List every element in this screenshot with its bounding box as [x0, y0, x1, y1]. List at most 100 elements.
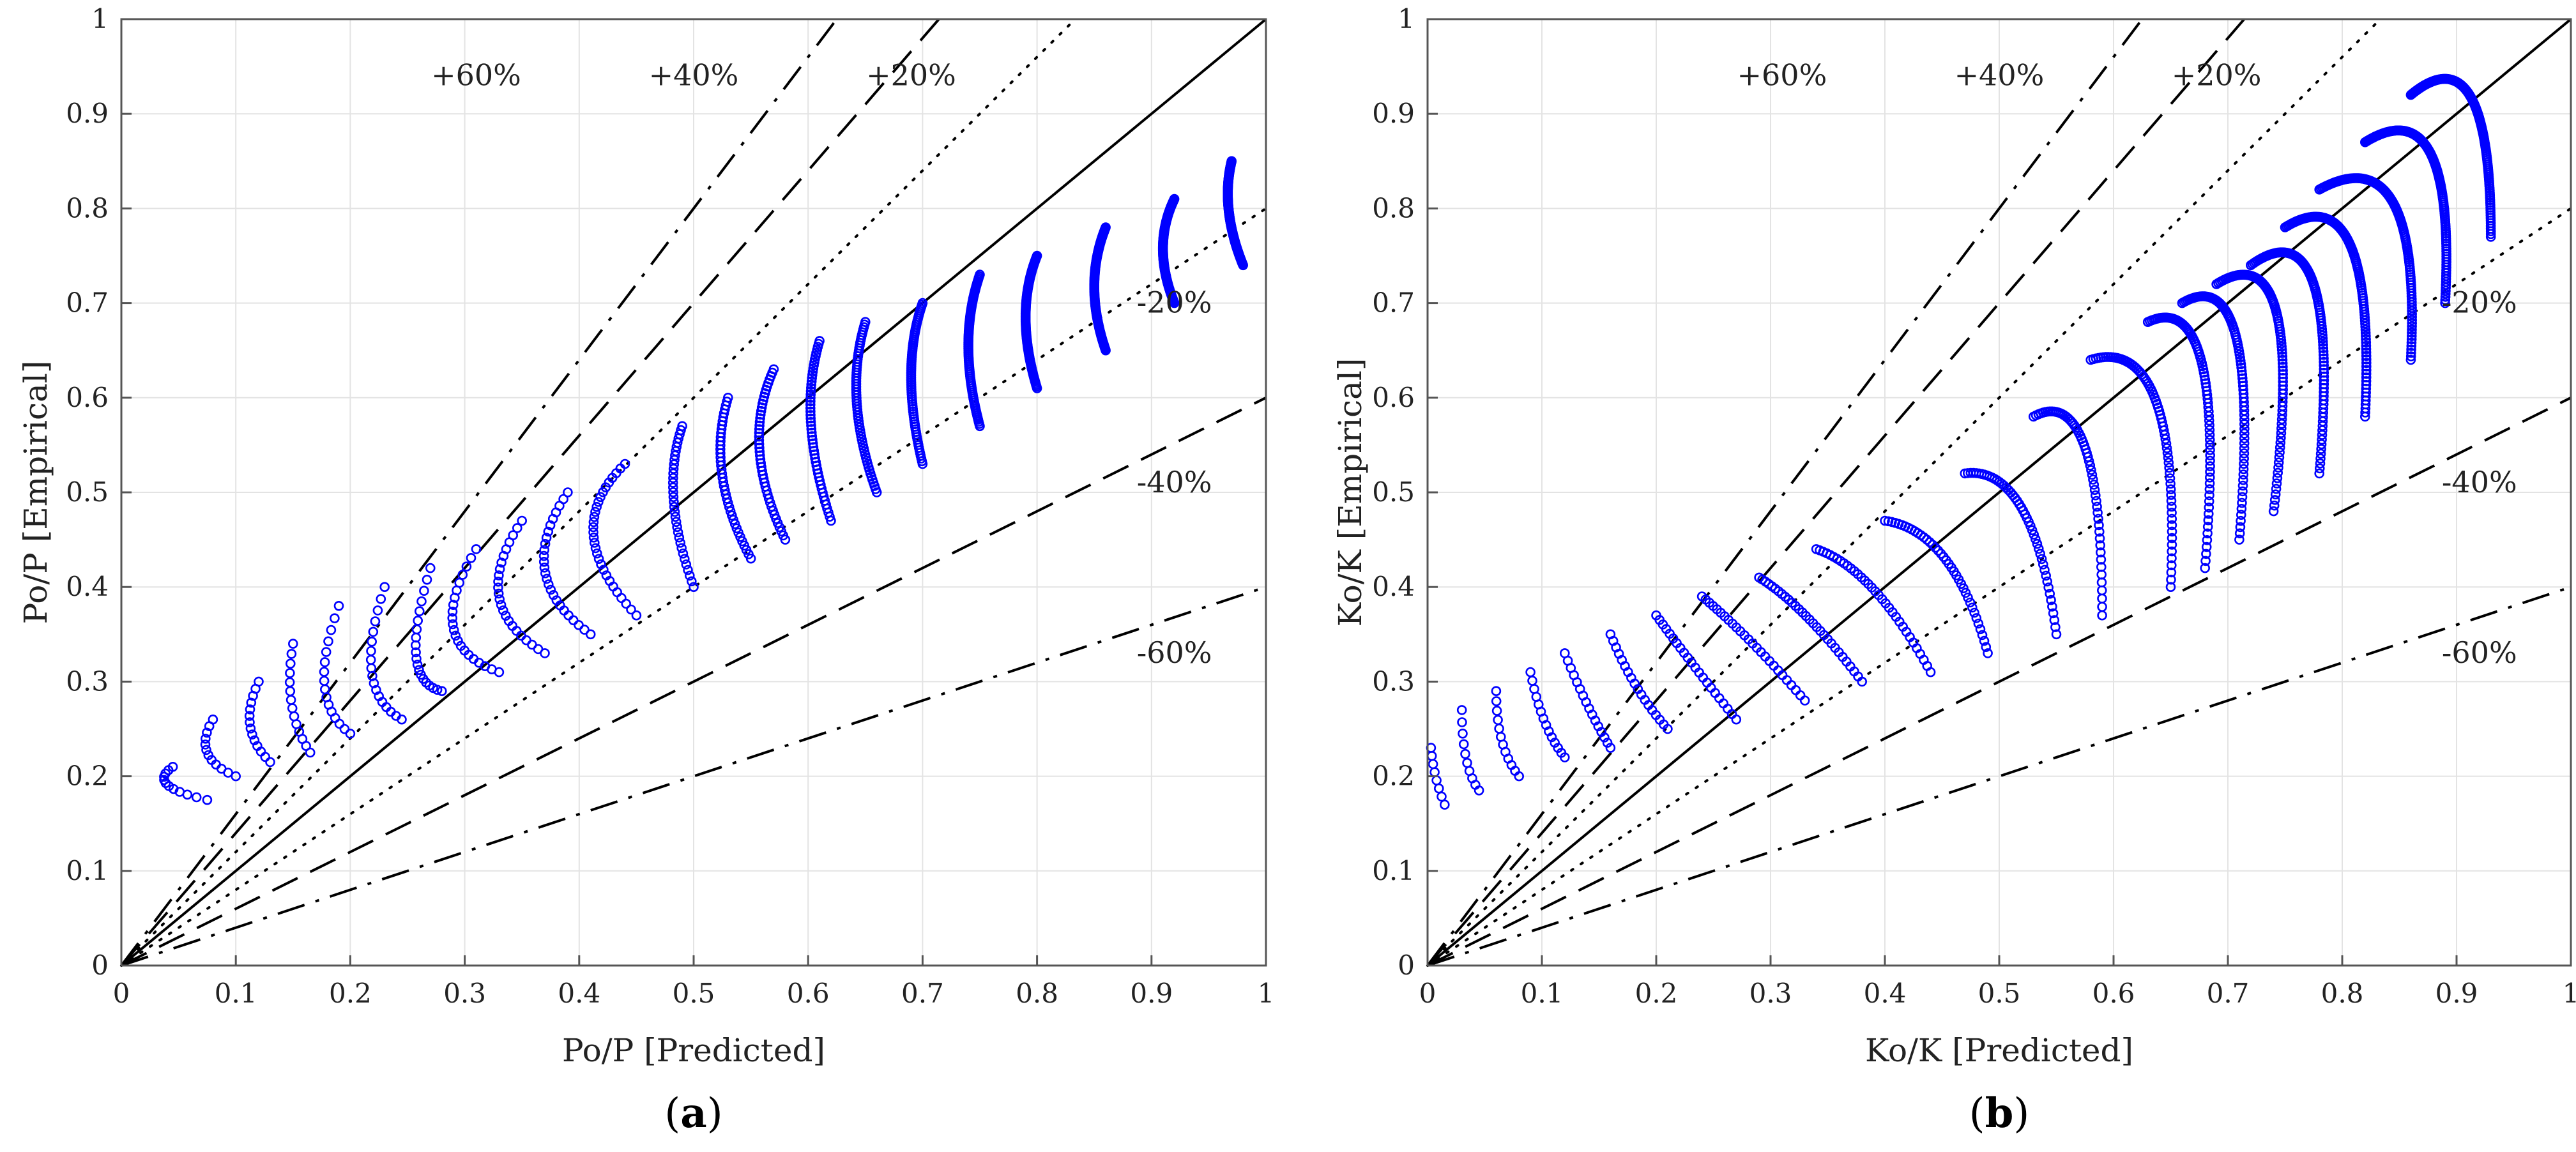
panel-a-label-minus40: -40% [1137, 465, 1212, 499]
panel-b-data-point [2050, 622, 2061, 632]
panel-b-label-plus40: +40% [1955, 58, 2045, 93]
panel-a-label-minus20: -20% [1137, 285, 1212, 319]
panel-b-data-point [2441, 289, 2451, 299]
panel-b-data-point [1973, 618, 1984, 629]
panel-b-data-point [2269, 500, 2280, 511]
panel-b-data-point [2205, 455, 2215, 466]
panel-a-data-point [579, 625, 590, 635]
panel-a-data-point [545, 520, 556, 531]
panel-b-y-tick-label: 0.5 [1372, 476, 1415, 508]
panel-a-data-point [754, 420, 765, 431]
panel-b-data-point [2275, 442, 2285, 453]
panel-a-data-point [588, 527, 598, 538]
panel-b-data-point [1983, 648, 1993, 658]
panel-a-y-tick-label: 0.2 [66, 761, 109, 792]
panel-a-data-point [319, 684, 330, 695]
panel-a-data-point [680, 554, 690, 565]
panel-a-data-point [397, 714, 407, 725]
panel-a-data-point [368, 626, 379, 637]
panel-a-data-point [367, 636, 377, 647]
panel-a-data-point [673, 527, 683, 538]
panel-a-data-point [376, 594, 386, 604]
panel-a-data-point [539, 545, 550, 556]
panel-b-data-point [2315, 448, 2326, 459]
panel-b-data-point [2205, 472, 2215, 483]
panel-a-data-point [674, 532, 685, 543]
panel-a-x-tick-label: 0.1 [215, 978, 257, 1009]
panel-b-data-point [2164, 462, 2174, 473]
panel-b-data-point [2165, 478, 2176, 489]
panel-b-data-point [2031, 534, 2041, 545]
panel-b-y-ticks: 0 0.1 0.2 0.3 0.4 0.5 0.6 0.7 0.8 0.9 1 [1372, 3, 1438, 981]
panel-b-data-point [2236, 515, 2246, 526]
panel-a-label-minus60: -60% [1137, 635, 1212, 670]
panel-b-data-point [2043, 582, 2054, 593]
panel-a-data-point [591, 501, 602, 512]
panel-b-data-point [2167, 553, 2177, 564]
panel-a-data-point [668, 468, 678, 479]
panel-a-data-point [223, 768, 233, 778]
panel-b-data-point [2271, 478, 2282, 489]
panel-b-data-point [1960, 587, 1971, 598]
panel-a-data-point [687, 576, 697, 587]
panel-b-data-point [2204, 430, 2215, 440]
panel-b-data-point [1456, 705, 1467, 715]
panel-a-data-point [466, 552, 476, 563]
panel-b-data-point [1967, 602, 1978, 613]
panel-a-data-point [626, 604, 636, 615]
panel-b-data-point [2277, 351, 2288, 362]
panel-b-data-point [2199, 371, 2210, 381]
panel-b-data-point [2406, 347, 2416, 358]
panel-a-label-plus20: +20% [866, 58, 956, 93]
panel-b-data-point [2317, 434, 2327, 445]
panel-b-data-point [2236, 359, 2246, 370]
panel-a-data-point [671, 517, 682, 527]
panel-b-data-point [1599, 732, 1610, 743]
panel-b-x-axis-label: Ko/K [Predicted] [1865, 1032, 2133, 1069]
panel-b-x-tick-label: 0.5 [1978, 978, 2021, 1009]
panel-b-data-point [2236, 366, 2247, 376]
panel-b-data-point [2485, 232, 2496, 242]
panel-b-data-point [1514, 771, 1524, 782]
panel-b-data-points [1426, 73, 2496, 810]
panel-b-data-point [1434, 783, 1444, 794]
panel-a-data-point [595, 492, 606, 503]
panel-a-data-point [807, 434, 818, 445]
panel-b-data-point [2167, 501, 2177, 512]
panel-a-data-point [805, 413, 816, 424]
panel-a-data-point [683, 565, 693, 575]
panel-b-data-point [2167, 508, 2177, 518]
panel-b-data-point [1431, 775, 1442, 785]
panel-a-data-point [675, 538, 685, 548]
panel-b-data-point [2165, 467, 2175, 478]
panel-a-y-tick-label: 0.9 [66, 98, 109, 129]
panel-b-data-point [2319, 353, 2329, 364]
panel-a-data-point [425, 563, 436, 573]
panel-b-ref-line-identity [1426, 18, 2572, 967]
panel-a-data-point [379, 582, 390, 593]
panel-a-data-point [588, 532, 599, 543]
panel-b-ref-line-minus40 [1427, 397, 2572, 967]
panel-b-data-point [2239, 414, 2250, 425]
panel-a-data-point [806, 424, 817, 434]
panel-b-data-point [2273, 467, 2283, 478]
panel-b-data-point [2361, 354, 2372, 365]
panel-b-data-point [2204, 415, 2214, 426]
panel-b-data-point [2360, 407, 2370, 418]
panel-a-percent-labels: +20% +40% +60% -20% -40% -60% [431, 58, 1212, 670]
panel-b-data-point [2238, 464, 2249, 474]
panel-b-data-point [2086, 465, 2096, 475]
panel-b-data-point [2272, 473, 2283, 483]
panel-b-caption: (b) [1969, 1089, 2030, 1137]
panel-b-data-point [2407, 331, 2417, 342]
panel-b-data-point [2276, 344, 2287, 355]
panel-b-data-point [1857, 676, 1867, 687]
panel-a-data-point [756, 405, 766, 416]
panel-b-data-point [2161, 443, 2172, 453]
panel-a-data-point [593, 554, 604, 565]
panel-a-x-ticks: 0 0.1 0.2 0.3 0.4 0.5 0.6 0.7 0.8 0.9 1 [113, 955, 1274, 1009]
panel-a-data-point [471, 544, 482, 554]
panel-b-data-point [2204, 425, 2215, 436]
panel-b-data-point [2319, 360, 2329, 371]
panel-a-data-point [512, 523, 522, 533]
